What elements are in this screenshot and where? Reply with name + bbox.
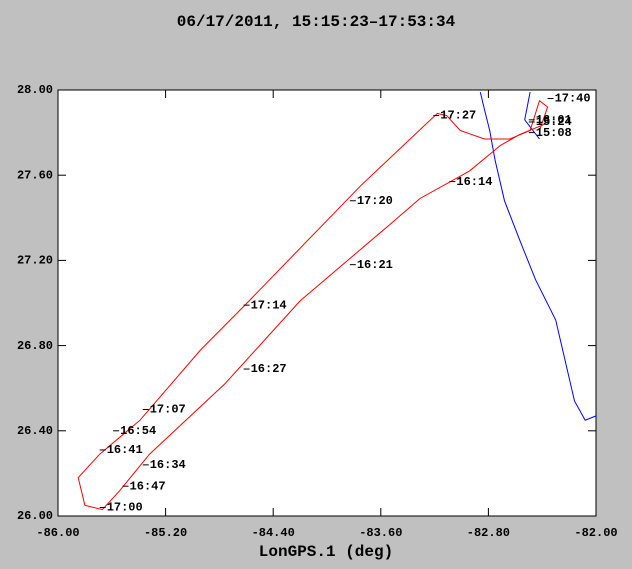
annotation: 16:01 [536,113,572,127]
x-tick-label: -82.00 [574,526,617,540]
annotation: 16:34 [150,458,186,472]
annotation: 17:07 [150,403,186,417]
annotation: 15:08 [536,126,572,140]
x-tick-label: -82.80 [467,526,510,540]
plot-area [57,89,597,517]
annotation: 15:24 [536,115,572,129]
x-tick-label: -85.20 [144,526,187,540]
annotation: 17:27 [440,109,476,123]
annotation: 16:47 [130,479,166,493]
x-tick-label: -86.00 [36,526,79,540]
y-tick-label: 26.40 [17,424,53,438]
y-tick-label: 27.60 [17,168,53,182]
x-tick-label: -83.60 [359,526,402,540]
annotation: 17:20 [357,194,393,208]
annotation: 17:00 [107,501,143,515]
annotation: 16:41 [107,443,143,457]
y-tick-label: 28.00 [17,83,53,97]
chart-title: 06/17/2011, 15:15:23–17:53:34 [177,13,456,31]
y-tick-label: 27.20 [17,254,53,268]
annotation: 17:40 [555,92,591,106]
series-line [77,99,549,511]
annotation: 16:14 [456,175,492,189]
y-tick-label: 26.80 [17,339,53,353]
annotation: 17:14 [251,298,287,312]
annotation: 16:21 [357,258,393,272]
annotation: 16:54 [120,424,156,438]
y-tick-label: 26.00 [17,509,53,523]
annotation: 16:27 [251,362,287,376]
x-tick-label: -84.40 [252,526,295,540]
x-axis-label: LonGPS.1 (deg) [259,543,393,561]
